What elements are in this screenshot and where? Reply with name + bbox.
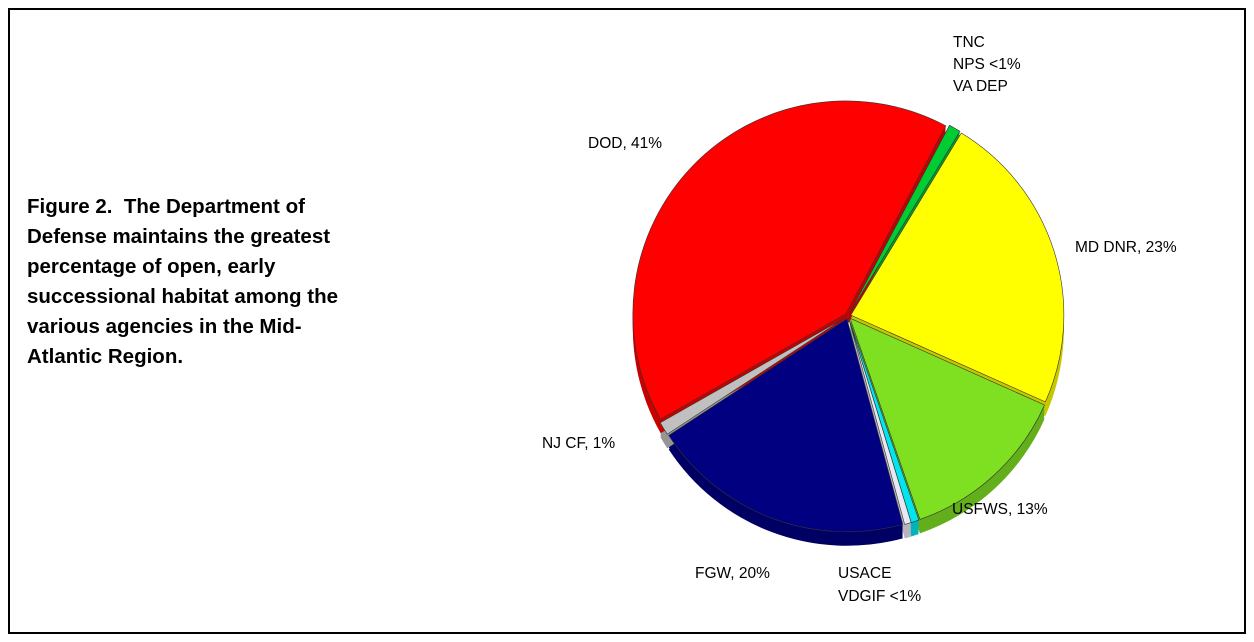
label-tnc: TNC	[953, 34, 985, 51]
label-usfws: USFWS, 13%	[952, 501, 1048, 518]
label-nps: NPS <1%	[953, 56, 1021, 73]
pie-slice-7	[632, 100, 947, 420]
label-nj-cf: NJ CF, 1%	[542, 435, 615, 452]
pie-slice-2	[849, 317, 1045, 520]
label-usace: USACE	[838, 565, 891, 582]
label-md-dnr: MD DNR, 23%	[1075, 239, 1177, 256]
pie-slice-1	[850, 132, 1065, 403]
figure-caption: Figure 2. The Department of Defense main…	[27, 195, 344, 368]
label-vdgif: VDGIF <1%	[838, 588, 921, 605]
pie-slice-0	[849, 124, 961, 314]
pie-slice-5	[668, 318, 904, 533]
pie-slice-6	[659, 317, 846, 435]
label-dod: DOD, 41%	[588, 135, 662, 152]
pie-slice-4	[848, 318, 912, 525]
label-fgw: FGW, 20%	[695, 565, 770, 582]
label-va-dep: VA DEP	[953, 78, 1008, 95]
